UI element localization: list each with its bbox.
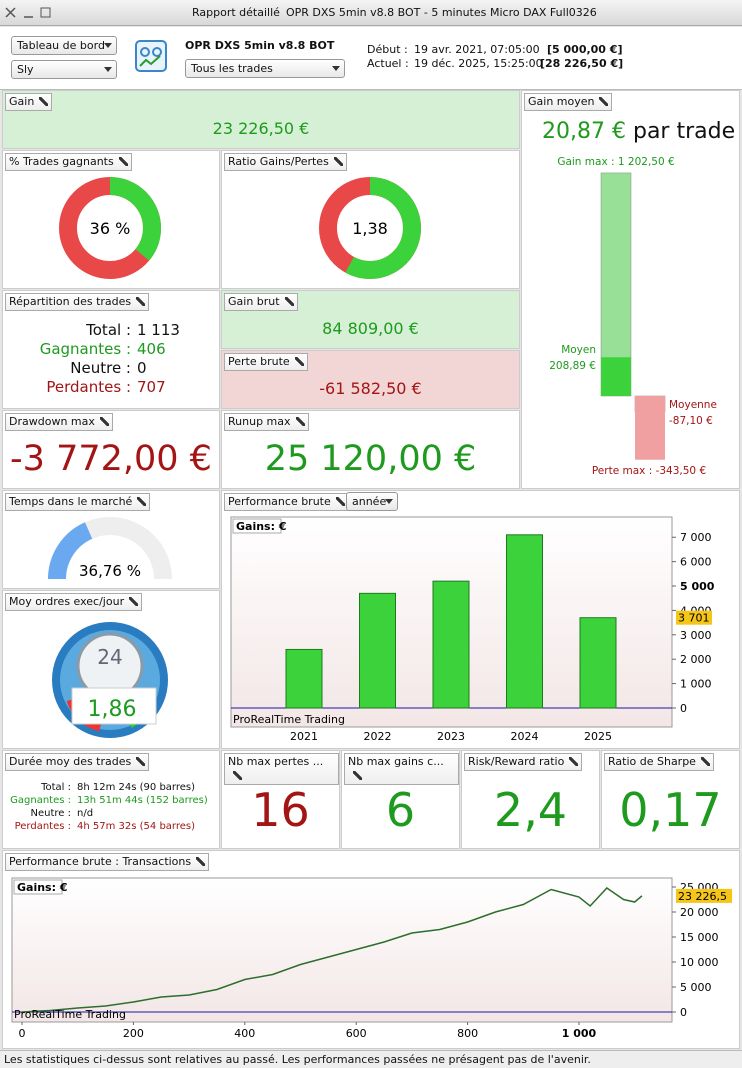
panel: Gain brut 84 809,00 € — [221, 290, 520, 349]
footer: Les statistiques ci-dessus sont relative… — [0, 1050, 742, 1068]
date: 19 déc. 2025, 15:25:00 — [414, 57, 543, 70]
value: -61 582,50 € — [319, 379, 422, 398]
value: 23 226,50 € — [212, 119, 310, 138]
window-buttons[interactable] — [4, 5, 54, 21]
panel: Durée moy des trades Total : 8h 12m 24s (… — [2, 750, 220, 849]
value: 25 120,00 € — [264, 439, 477, 479]
panel: Runup max 25 120,00 € — [221, 410, 520, 489]
panel: Temps dans le marché — [2, 490, 220, 589]
select[interactable]: Tous les trades — [185, 59, 345, 78]
panel-title[interactable]: Performance brute — [224, 493, 349, 511]
tab[interactable]: Rapport détaillé — [192, 6, 280, 19]
row-label: Gagnantes : — [39, 340, 131, 358]
select[interactable]: Tableau de bord — [11, 36, 117, 55]
row-value: 8h 12m 24s (90 barres) — [77, 782, 196, 793]
date: 19 avr. 2021, 07:05:00 — [414, 43, 540, 56]
panel: Gain 23 226,50 € — [2, 90, 520, 149]
panel-title[interactable]: Nb max pertes ... — [224, 753, 339, 785]
panel: Perte brute -61 582,50 € — [221, 350, 520, 409]
panel: Drawdown max -3 772,00 € — [2, 410, 220, 489]
select[interactable]: année — [346, 492, 398, 511]
row-value: 13h 51m 44s (152 barres) — [77, 795, 208, 806]
value: 16 — [251, 783, 310, 837]
average: 20,87 € par trade — [542, 119, 735, 144]
panel-title[interactable]: Gain brut — [224, 293, 298, 311]
panel-title[interactable]: Ratio Gains/Pertes — [224, 153, 347, 171]
row-value: 1 113 — [137, 321, 180, 339]
row-label: Neutre : — [30, 808, 71, 819]
value: -3 772,00 € — [10, 439, 212, 479]
panel-title[interactable]: Runup max — [224, 413, 309, 431]
row-value: 4h 57m 32s (54 barres) — [77, 821, 196, 832]
value: 2,4 — [493, 783, 568, 837]
capital: [28 226,50 €] — [540, 57, 624, 70]
row-value: 0 — [137, 359, 147, 377]
panel-title[interactable]: Performance brute : Transactions — [5, 853, 210, 871]
panel: Performance brute année — [221, 490, 740, 749]
strategy-icon[interactable] — [135, 40, 167, 72]
panel: Gain moyen 20,87 € par trade — [521, 90, 740, 489]
row-label: Perdantes : — [14, 821, 71, 832]
row-label: Perdantes : — [46, 378, 131, 396]
unit: par trade — [632, 119, 736, 144]
panel: Moy ordres exec/jour — [2, 590, 220, 749]
panel: Répartition des trades Total : 1 113 Gagna… — [2, 290, 220, 409]
panel-title[interactable]: Moy ordres exec/jour — [5, 593, 143, 611]
panel-title[interactable]: Risk/Reward ratio — [464, 753, 583, 771]
row-label: Total : — [41, 782, 71, 793]
tab[interactable]: OPR DXS 5min v8.8 BOT - 5 minutes — [286, 6, 487, 19]
panel-title[interactable]: Gain — [5, 93, 53, 111]
capital: [5 000,00 €] — [547, 43, 623, 56]
panel: Ratio de Sharpe 0,17 — [601, 750, 740, 849]
row-value: 406 — [137, 340, 166, 358]
value: 6 — [385, 783, 416, 837]
title-bar — [0, 0, 742, 26]
panel-title[interactable]: Gain moyen — [524, 93, 613, 111]
value: 84 809,00 € — [322, 319, 419, 338]
panel: Nb max gains c... 6 — [341, 750, 460, 849]
panel: Performance brute : Transactions — [2, 850, 740, 1049]
tab[interactable]: Micro DAX Full0326 — [490, 6, 597, 19]
panel-title[interactable]: Durée moy des trades — [5, 753, 150, 771]
panel: Ratio Gains/Pertes — [221, 150, 520, 289]
strategy-name: OPR DXS 5min v8.8 BOT — [185, 39, 335, 52]
row-value: 707 — [137, 378, 166, 396]
panel: % Trades gagnants — [2, 150, 220, 289]
panel-title[interactable]: Perte brute — [224, 353, 308, 371]
panel-title[interactable]: Ratio de Sharpe — [604, 753, 714, 771]
value: 20,87 € — [542, 119, 626, 144]
value: 0,17 — [619, 783, 722, 837]
panel-title[interactable]: Répartition des trades — [5, 293, 150, 311]
row-label: Neutre : — [70, 359, 131, 377]
panel-title[interactable]: % Trades gagnants — [5, 153, 132, 171]
row-label: Gagnantes : — [10, 795, 71, 806]
panel: Risk/Reward ratio 2,4 — [461, 750, 600, 849]
panel-title[interactable]: Drawdown max — [5, 413, 113, 431]
label: Actuel : — [367, 57, 409, 70]
panel-title[interactable]: Nb max gains c... — [344, 753, 459, 785]
panel: Nb max pertes ... 16 — [221, 750, 340, 849]
label: Début : — [367, 43, 408, 56]
select[interactable]: Sly — [11, 60, 117, 79]
row-label: Total : — [86, 321, 131, 339]
panel-title[interactable]: Temps dans le marché — [5, 493, 151, 511]
toolbar — [0, 27, 742, 90]
row-value: n/d — [77, 808, 94, 819]
